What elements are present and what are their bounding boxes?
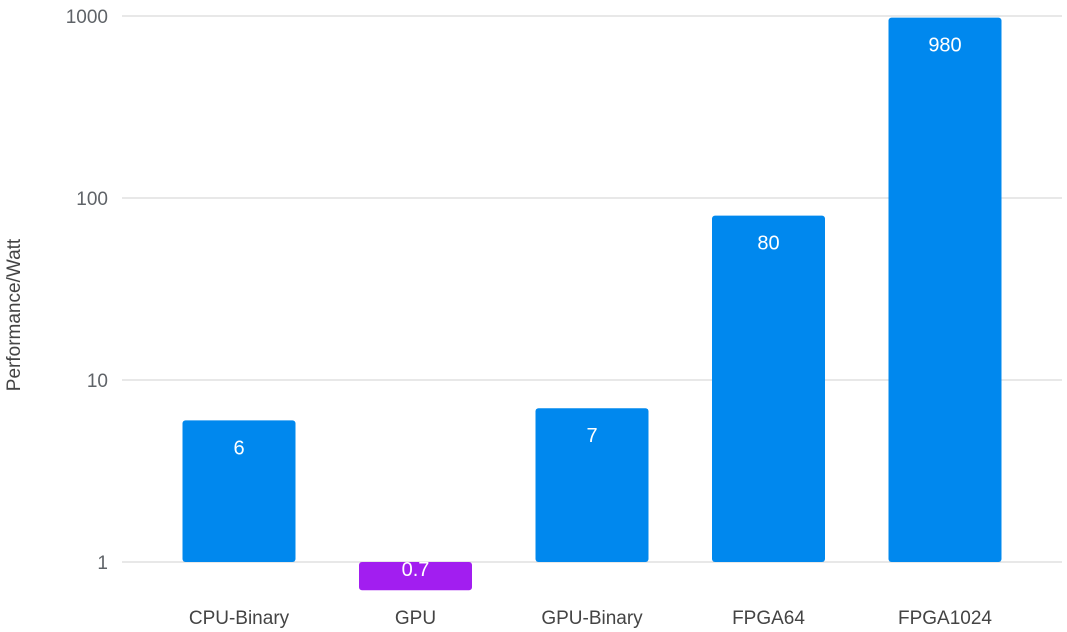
y-axis-ticks: 1 10 100 1000	[66, 7, 108, 574]
bar-gpu-binary	[535, 408, 649, 562]
data-label-gpu: 0.7	[402, 559, 430, 581]
bar-fpga1024	[888, 17, 1002, 562]
y-tick-label: 10	[87, 371, 108, 392]
data-label-gpu-binary: 7	[586, 425, 597, 447]
x-axis-ticks: CPU-Binary GPU GPU-Binary FPGA64 FPGA1024	[189, 608, 993, 629]
data-label-cpu-binary: 6	[233, 437, 244, 459]
bar-cpu-binary	[182, 420, 296, 562]
data-label-fpga64: 80	[757, 233, 779, 255]
y-tick-label: 1	[97, 553, 108, 574]
data-label-fpga1024: 980	[928, 35, 961, 57]
data-labels: 6 0.7 7 80 980	[233, 35, 961, 581]
x-tick-label-gpu: GPU	[395, 608, 436, 629]
x-tick-label-cpu-binary: CPU-Binary	[189, 608, 290, 629]
y-tick-label: 1000	[66, 7, 108, 28]
bar-fpga64	[712, 215, 825, 562]
y-axis-label: Performance/Watt	[4, 238, 25, 391]
bar-gpu	[359, 562, 472, 591]
bars	[182, 17, 1002, 591]
y-tick-label: 100	[76, 189, 108, 210]
x-tick-label-fpga1024: FPGA1024	[898, 608, 992, 629]
x-tick-label-gpu-binary: GPU-Binary	[541, 608, 643, 629]
x-tick-label-fpga64: FPGA64	[732, 608, 805, 629]
